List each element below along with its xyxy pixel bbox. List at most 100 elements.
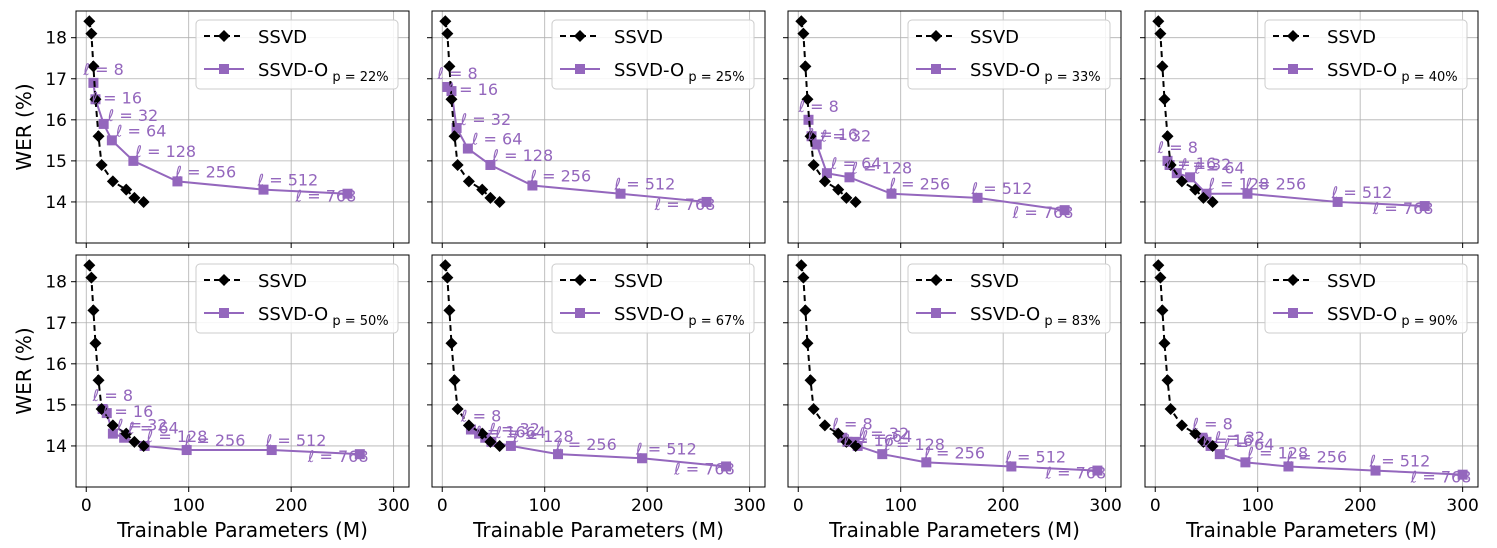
data-point-ssvd	[106, 175, 119, 188]
data-point-ssvd-o	[128, 155, 139, 166]
data-point-ssvd	[1175, 175, 1188, 188]
legend-label-ssvd: SSVD	[1327, 271, 1376, 292]
legend-box	[195, 263, 399, 334]
y-tick-label: 15	[45, 152, 67, 172]
data-point-ssvd	[95, 158, 108, 171]
data-label-rank: ℓ = 128	[491, 146, 553, 165]
data-point-ssvd	[807, 158, 820, 171]
data-label-rank: ℓ = 8	[797, 97, 838, 116]
data-point-ssvd	[128, 191, 141, 204]
data-point-ssvd-o	[1457, 469, 1468, 480]
legend-label-ssvd: SSVD	[1327, 27, 1376, 48]
data-label-rank: ℓ = 64	[1193, 158, 1245, 177]
data-point-ssvd-o	[172, 176, 183, 187]
x-axis-label: Trainable Parameters (M)	[828, 518, 1080, 542]
data-point-ssvd	[804, 130, 817, 143]
data-label-rank: ℓ = 8	[92, 386, 133, 405]
legend-marker-ssvd-o	[1288, 308, 1298, 318]
data-point-ssvd	[849, 195, 862, 208]
x-tick-label: 300	[377, 496, 409, 516]
data-point-ssvd-o	[921, 457, 932, 468]
data-label-rank: ℓ = 8	[460, 407, 501, 426]
data-point-ssvd	[92, 130, 105, 143]
data-label-rank: ℓ = 768	[1372, 199, 1434, 218]
legend-marker-ssvd-o	[931, 308, 941, 318]
data-label-rank: ℓ = 128	[134, 142, 196, 161]
data-label-rank: ℓ = 256	[1285, 447, 1347, 466]
legend-label-ssvd: SSVD	[614, 271, 663, 292]
legend-label-ssvd: SSVD	[614, 27, 663, 48]
legend-marker-ssvd	[930, 30, 942, 42]
legend-label-ssvd: SSVD	[970, 271, 1019, 292]
data-label-rank: ℓ = 64	[115, 121, 167, 140]
data-point-ssvd	[1152, 15, 1165, 28]
data-point-ssvd	[1206, 195, 1219, 208]
y-axis-label: WER (%)	[12, 327, 36, 414]
data-point-ssvd	[89, 337, 102, 350]
data-point-ssvd	[1189, 183, 1202, 196]
data-label-rank: ℓ = 64	[1223, 435, 1275, 454]
legend-subscript: p = 25%	[684, 70, 744, 85]
data-point-ssvd	[443, 304, 456, 317]
data-point-ssvd-o	[701, 196, 712, 207]
data-point-ssvd	[476, 183, 489, 196]
data-point-ssvd-o	[465, 424, 476, 435]
data-label-rank: ℓ = 64	[494, 423, 546, 442]
data-point-ssvd	[832, 183, 845, 196]
legend-box	[1264, 19, 1468, 90]
data-label-rank: ℓ = 768	[1410, 468, 1472, 487]
axes-frame	[1144, 10, 1479, 244]
data-point-ssvd	[1206, 439, 1219, 452]
data-point-ssvd-o	[1419, 201, 1430, 212]
data-point-ssvd-o	[1242, 188, 1253, 199]
data-point-ssvd	[840, 435, 853, 448]
data-label-rank: ℓ = 8	[436, 64, 477, 83]
legend-subscript: p = 33%	[1040, 70, 1100, 85]
legend-marker-ssvd-o	[575, 308, 585, 318]
data-label-rank: ℓ = 32	[460, 110, 512, 129]
data-point-ssvd	[95, 402, 108, 415]
data-point-ssvd	[1154, 27, 1167, 40]
axes-frame	[75, 10, 410, 244]
y-tick-label: 14	[45, 193, 67, 213]
legend-box	[907, 19, 1111, 90]
series-line-ssvd	[800, 21, 857, 203]
data-point-ssvd-o	[1006, 461, 1017, 472]
x-axis-label: Trainable Parameters (M)	[1185, 518, 1437, 542]
series-line-ssvd	[800, 265, 857, 447]
data-point-ssvd-o	[181, 445, 192, 456]
data-label-rank: ℓ = 8	[1157, 138, 1198, 157]
data-point-ssvd-o	[1201, 188, 1212, 199]
data-point-ssvd	[799, 60, 812, 73]
data-point-ssvd	[484, 435, 497, 448]
data-point-ssvd-o	[877, 449, 888, 460]
data-point-ssvd	[804, 374, 817, 387]
series-line-ssvd	[88, 21, 145, 203]
data-label-rank: ℓ = 32	[820, 126, 872, 145]
data-point-ssvd-o	[1059, 205, 1070, 216]
data-label-rank: ℓ = 768	[654, 195, 716, 214]
data-label-rank: ℓ = 512	[1331, 183, 1393, 202]
legend-box	[907, 263, 1111, 334]
data-label-rank: ℓ = 512	[1004, 447, 1066, 466]
axes-frame	[1144, 254, 1479, 488]
subplot-1: 14 15 16 17 18 WER (%) ℓ = 8 ℓ = 16ℓ = 32ℓ = 64…	[12, 10, 410, 248]
axes-frame	[787, 10, 1122, 244]
data-point-ssvd	[1175, 419, 1188, 432]
legend-box	[1264, 263, 1468, 334]
data-point-ssvd-o	[1283, 461, 1294, 472]
legend-label-ssvd: SSVD	[970, 27, 1019, 48]
data-label-rank: ℓ = 512	[265, 431, 327, 450]
data-point-ssvd-o	[844, 172, 855, 183]
data-label-rank: ℓ = 32	[107, 106, 159, 125]
x-tick-label: 0	[1150, 496, 1161, 516]
data-point-ssvd-o	[266, 445, 277, 456]
data-label-rank: ℓ = 32	[116, 416, 168, 435]
data-label-rank: ℓ = 32	[858, 424, 910, 443]
